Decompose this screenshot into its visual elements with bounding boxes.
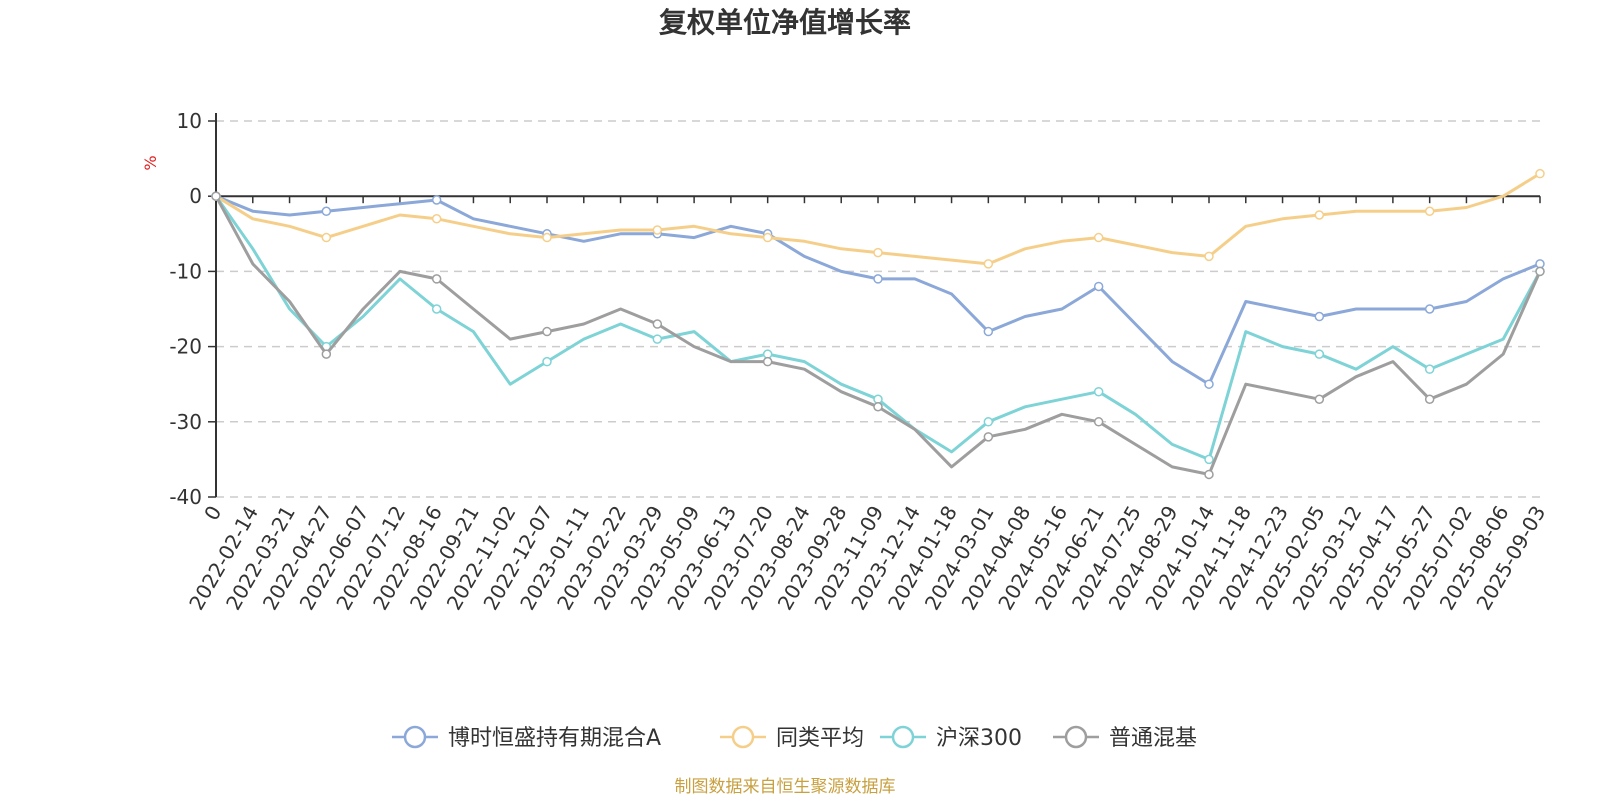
data-point: [1314, 349, 1325, 359]
data-point: [983, 432, 994, 442]
data-point: [983, 417, 994, 427]
data-point: [652, 225, 663, 235]
y-tick-label: -40: [169, 485, 202, 509]
y-tick-label: -20: [169, 335, 202, 359]
data-point: [1424, 394, 1435, 404]
data-point: [1093, 232, 1104, 243]
legend[interactable]: 博时恒盛持有期混合A 同类平均 沪深300 普通混基: [392, 725, 1197, 751]
data-point: [431, 274, 442, 284]
legend-label: 沪深300: [936, 726, 1022, 751]
data-point: [1204, 379, 1214, 389]
chart-title: 复权单位净值增长率: [659, 6, 911, 39]
data-point: [1204, 454, 1214, 465]
data-point: [431, 195, 442, 205]
y-tick-label: 10: [177, 109, 202, 133]
data-point: [762, 356, 773, 367]
data-point: [652, 334, 663, 344]
y-tick-label: -30: [169, 410, 202, 434]
data-point: [1314, 394, 1325, 404]
axes: 100-10-20-30-4002022-02-142022-03-212022…: [169, 109, 1550, 614]
data-point: [1093, 386, 1104, 397]
data-point: [1093, 281, 1104, 292]
data-point: [1535, 168, 1545, 179]
data-point: [762, 232, 773, 243]
data-point: [873, 247, 883, 258]
legend-label: 普通混基: [1109, 726, 1197, 751]
data-source-note: 制图数据来自恒生聚源数据库: [675, 777, 896, 797]
data-point: [1204, 469, 1214, 480]
y-tick-label: 0: [189, 184, 202, 208]
series-line-3: [214, 195, 1542, 476]
legend-item-3[interactable]: 普通混基: [1053, 725, 1197, 751]
legend-item-2[interactable]: 沪深300: [880, 725, 1022, 751]
data-point: [542, 232, 552, 243]
data-point: [652, 319, 663, 329]
data-point: [321, 206, 332, 216]
data-point: [1424, 304, 1435, 314]
data-point: [1535, 266, 1545, 277]
legend-item-0[interactable]: 博时恒盛持有期混合A: [392, 725, 661, 751]
series-lines: [211, 168, 1545, 480]
legend-item-1[interactable]: 同类平均: [720, 725, 864, 751]
legend-swatch-marker: [891, 725, 915, 749]
data-point: [873, 274, 883, 284]
legend-label: 博时恒盛持有期混合A: [448, 726, 661, 751]
data-point: [1314, 210, 1325, 220]
data-point: [321, 232, 332, 243]
data-point: [1314, 311, 1325, 322]
legend-label: 同类平均: [776, 726, 864, 751]
data-point: [983, 259, 994, 269]
data-point: [431, 214, 442, 224]
data-point: [542, 356, 552, 367]
data-point: [1424, 206, 1435, 216]
legend-swatch-marker: [1064, 725, 1088, 749]
y-axis-unit: %: [141, 155, 160, 170]
data-point: [1093, 417, 1104, 427]
x-tick-label: 0: [199, 502, 226, 525]
data-point: [983, 326, 994, 337]
y-tick-label: -10: [169, 259, 202, 283]
data-point: [1424, 364, 1435, 374]
data-point: [873, 402, 883, 412]
data-point: [542, 326, 552, 337]
legend-swatch-marker: [403, 725, 427, 749]
legend-swatch-marker: [731, 725, 755, 749]
data-point: [211, 191, 221, 201]
data-point: [321, 349, 332, 359]
data-point: [431, 304, 442, 314]
grid: [216, 120, 1540, 498]
series-line-2: [214, 195, 1542, 461]
data-point: [1204, 251, 1214, 262]
